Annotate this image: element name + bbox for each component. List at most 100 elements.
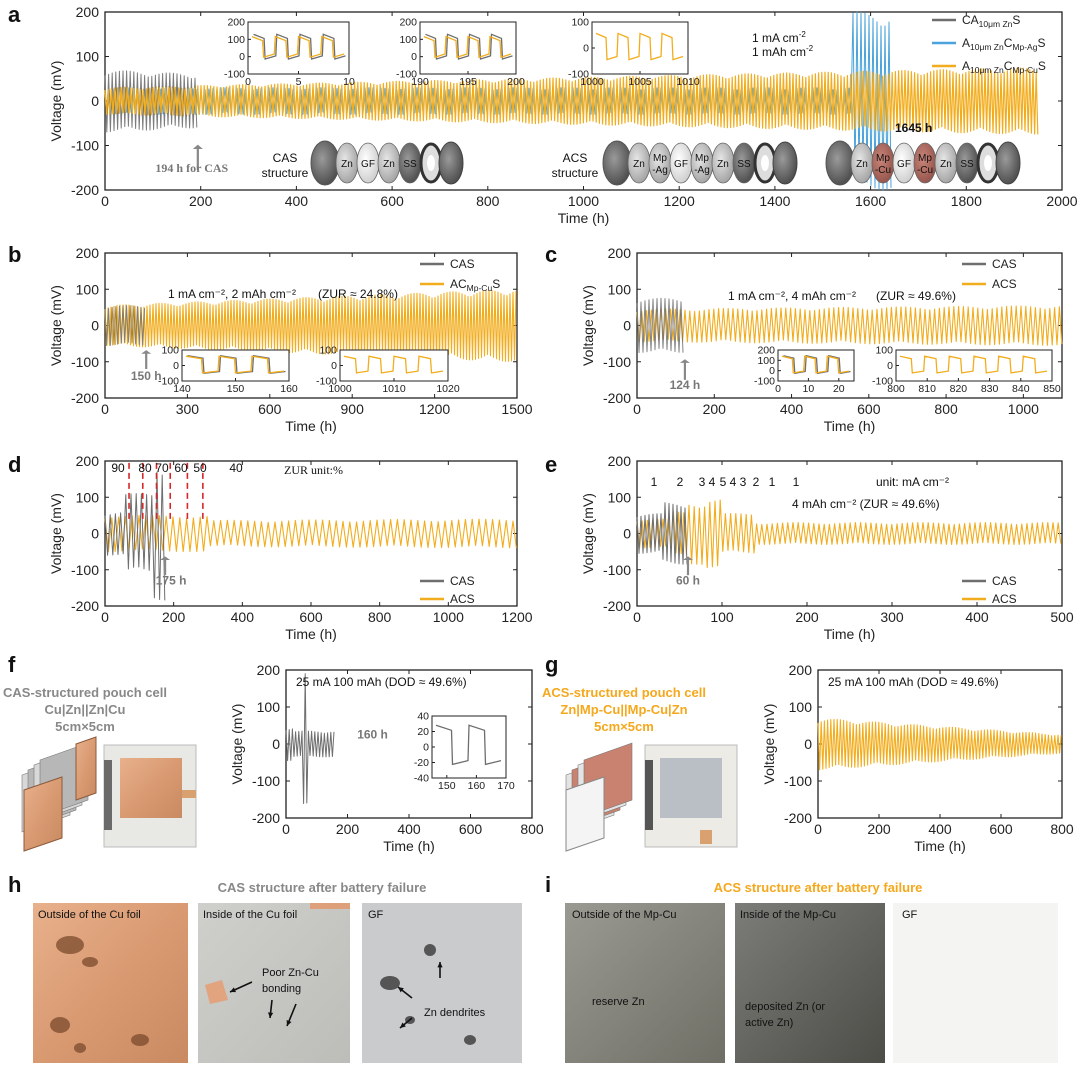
inset-y-tick-label: 100 <box>757 355 775 367</box>
photo-i-gf <box>893 903 1058 1063</box>
rate-label: 4 <box>730 475 737 489</box>
x-tick-label: 0 <box>814 821 822 837</box>
inset-y-tick-label: 100 <box>319 345 337 357</box>
y-tick-label: -200 <box>71 182 99 198</box>
zur-label-c: (ZUR ≈ 49.6%) <box>876 289 956 303</box>
y-tick-label: 100 <box>76 489 100 505</box>
inset-x-tick-label: 160 <box>280 383 298 395</box>
pouch-g-photo-tab <box>700 830 712 844</box>
series-line-acs <box>817 718 1062 771</box>
legend-label: CAS <box>450 574 475 588</box>
layer-label: Mp <box>695 153 709 164</box>
y-axis-label: Voltage (mV) <box>761 704 777 785</box>
inset-x-tick-label: 140 <box>173 383 191 395</box>
y-tick-label: -100 <box>603 354 631 370</box>
inset-x-tick-label: 20 <box>833 383 845 395</box>
cas-structure-label: CAS <box>273 151 298 165</box>
inset-y-tick-label: 100 <box>227 34 245 46</box>
rate-label: 1 <box>651 475 658 489</box>
y-tick-label: -100 <box>71 562 99 578</box>
inset-x-tick-label: 800 <box>887 383 905 395</box>
panel-label-g: g <box>545 652 558 677</box>
panel-label-a: a <box>8 2 21 27</box>
y-tick-label: 200 <box>608 245 632 261</box>
condition-label-g: 25 mA 100 mAh (DOD ≈ 49.6%) <box>828 675 999 689</box>
y-tick-label: 100 <box>789 699 813 715</box>
inset-x-tick-label: 840 <box>1012 383 1030 395</box>
dendrite-spot <box>424 944 436 956</box>
condition-current: 1 mA cm-2 <box>752 30 806 45</box>
inset-x-tick-label: 850 <box>1043 383 1061 395</box>
x-tick-label: 1000 <box>568 193 599 209</box>
photo-i-mpcu-outside <box>565 903 725 1063</box>
series-line-cas <box>636 502 688 565</box>
y-axis-label: Voltage (mV) <box>48 61 64 142</box>
end-plate-disc <box>310 140 340 186</box>
structure-diagram-cas: Zn GF Zn SS <box>310 140 464 186</box>
exposed-cu-patch <box>205 980 228 1004</box>
note-arrowhead-bond1 <box>230 987 236 993</box>
series-line-acs <box>636 499 1062 569</box>
x-tick-label: 600 <box>258 401 282 417</box>
cas-failure-arrowhead-d <box>160 556 171 560</box>
zur-segment-label: 40 <box>229 461 243 475</box>
zur-segment-label: 80 <box>138 461 152 475</box>
x-tick-label: 600 <box>459 821 483 837</box>
legend-label: CAS <box>450 257 475 271</box>
photos-h-title: CAS structure after battery failure <box>218 880 427 895</box>
inset-y-tick-label: 100 <box>875 345 893 357</box>
pouch-g-zn-sheet <box>565 776 605 852</box>
layer-label: SS <box>403 159 417 170</box>
series-line-acs-cu-front <box>104 87 199 115</box>
x-tick-label: 600 <box>380 193 404 209</box>
legend-label: A10μm ZnCMp-CuS <box>962 59 1046 75</box>
panel-label-d: d <box>8 452 21 477</box>
rate-label: 3 <box>699 475 706 489</box>
inset-x-tick-label: 0 <box>245 76 251 88</box>
y-tick-label: 100 <box>76 281 100 297</box>
cas-failure-label-c: 124 h <box>670 378 701 392</box>
photo-panel-label: Outside of the Cu foil <box>38 909 141 921</box>
corrosion-spot <box>131 1034 149 1046</box>
y-tick-label: -100 <box>603 562 631 578</box>
x-tick-label: 1800 <box>951 193 982 209</box>
acs-structure-label-2: structure <box>552 166 599 180</box>
y-tick-label: -100 <box>71 354 99 370</box>
cas-failure-label: 194 h for CAS <box>155 161 228 175</box>
y-axis-label: Voltage (mV) <box>580 493 596 574</box>
inset-x-tick-label: 0 <box>775 383 781 395</box>
rate-label: 4 <box>709 475 716 489</box>
condition-label-f: 25 mA 100 mAh (DOD ≈ 49.6%) <box>296 675 467 689</box>
inset-wave-first <box>595 32 684 61</box>
corrosion-spot <box>50 1017 70 1033</box>
rate-label: 2 <box>677 475 684 489</box>
y-tick-label: -200 <box>784 810 812 826</box>
chart-g: 0 200 400 600 800 -200 -100 0 100 200 Time (h) Volt… <box>542 662 1074 854</box>
x-axis-label: Time (h) <box>824 626 876 642</box>
inset-y-tick-label: 40 <box>417 711 429 723</box>
photo-panel-label: GF <box>902 909 918 921</box>
y-tick-label: 100 <box>257 699 281 715</box>
zur-segment-label: 50 <box>193 461 207 475</box>
inset-y-tick-label: -100 <box>316 376 337 388</box>
inset-y-tick-label: -100 <box>568 69 589 81</box>
inset-y-tick-label: 0 <box>769 365 775 377</box>
condition-label-e: 4 mAh cm⁻² (ZUR ≈ 49.6%) <box>792 497 940 511</box>
x-tick-label: 1000 <box>1008 401 1039 417</box>
photo-panel-label: Outside of the Mp-Cu <box>572 909 677 921</box>
x-tick-label: 800 <box>368 609 392 625</box>
pouch-g-photo-ruler <box>645 760 653 830</box>
x-tick-label: 1200 <box>664 193 695 209</box>
y-tick-label: 100 <box>608 281 632 297</box>
legend-label: ACS <box>992 277 1017 291</box>
x-tick-label: 0 <box>282 821 290 837</box>
photo-panel-label: Inside of the Cu foil <box>203 909 297 921</box>
x-tick-label: 1000 <box>433 609 464 625</box>
inset-x-tick-label: 1000 <box>580 76 604 88</box>
x-tick-label: 0 <box>101 401 109 417</box>
condition-capacity: 1 mAh cm-2 <box>752 44 814 59</box>
note-arrowhead-bond3 <box>286 1020 292 1026</box>
y-tick-label: 0 <box>804 736 812 752</box>
